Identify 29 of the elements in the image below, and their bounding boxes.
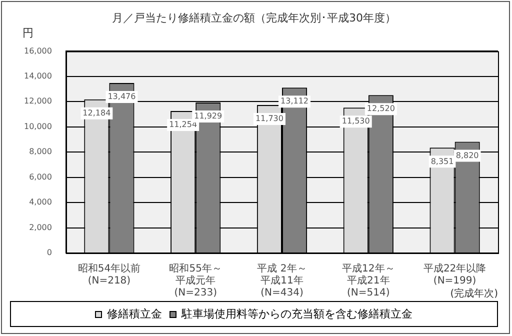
y-axis-title: 円 xyxy=(22,26,34,40)
y-tick-label: 14,000 xyxy=(24,72,52,81)
data-label: 13,476 xyxy=(108,92,136,102)
data-label: 11,530 xyxy=(342,116,370,126)
y-tick-label: 12,000 xyxy=(24,96,52,106)
x-tick-label: 平成22年以降 (N=199) xyxy=(423,262,486,287)
data-label: 13,112 xyxy=(280,96,309,106)
legend-label: 修繕積立金 xyxy=(107,307,162,320)
x-tick-label: 昭和54年以前 (N=218) xyxy=(78,262,141,287)
y-tick-label: 4,000 xyxy=(29,198,52,207)
data-label: 8,820 xyxy=(456,150,479,160)
text: (完成年次) xyxy=(450,288,498,300)
y-tick-label: 2,000 xyxy=(29,222,52,232)
data-label: 12,520 xyxy=(366,104,395,114)
y-tick-label: 6,000 xyxy=(29,172,52,182)
y-tick-label: 10,000 xyxy=(24,122,52,131)
data-label: 8,351 xyxy=(430,156,454,166)
chart-title: 月／戸当たり修繕積立金の額（完成年次別･平成30年度） xyxy=(112,11,396,24)
x-tick-label: 平成 2年～平成11年 (N=434) xyxy=(257,262,307,299)
y-tick-label: 0 xyxy=(46,248,52,258)
data-label: 11,730 xyxy=(255,114,284,124)
data-label: 12,184 xyxy=(82,108,111,118)
x-tick-label: 昭和55年～平成元年 (N=233) xyxy=(169,262,222,299)
data-label: 11,929 xyxy=(194,112,222,121)
y-tick-label: 16,000 xyxy=(24,46,52,56)
legend-label: 駐車場使用料等からの充当額を含む修繕積立金 xyxy=(180,307,412,320)
y-tick-label: 8,000 xyxy=(29,147,52,156)
data-label: 11,254 xyxy=(169,120,198,130)
x-tick-label: 平成12年～平成21年 (N=514) xyxy=(342,262,395,299)
